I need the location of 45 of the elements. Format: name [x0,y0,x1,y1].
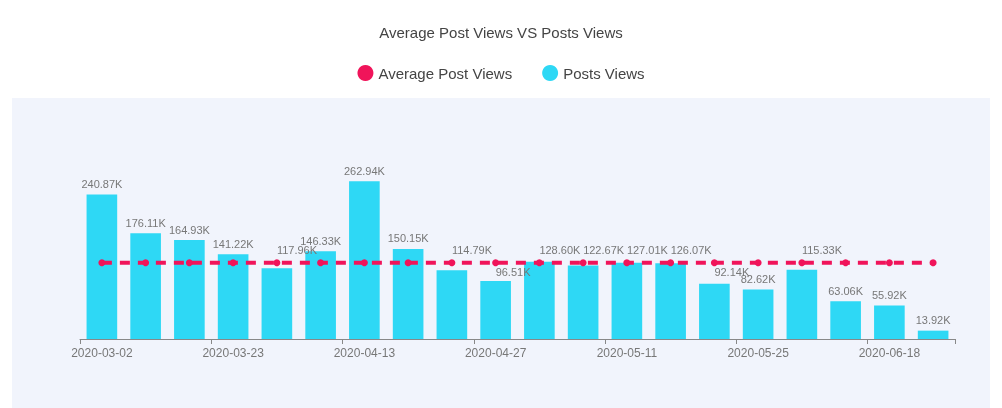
bar [480,281,511,339]
data-label: 63.06K [828,284,864,297]
bar [742,289,774,339]
x-tick-label: 2020-04-27 [464,346,527,360]
bar [917,330,949,339]
bar [392,248,424,339]
data-label: 127.01K [626,244,669,257]
data-label: 164.93K [168,223,211,236]
bar [567,265,599,339]
bar [655,263,686,339]
chart-title: Average Post Views VS Posts Views [379,24,623,41]
bar [611,262,643,339]
x-tick-label: 2020-04-13 [333,346,396,360]
bar [86,194,118,339]
x-tick-label: 2020-06-18 [858,346,921,360]
bar [261,268,293,339]
data-label: 55.92K [871,288,908,301]
bar [830,301,861,339]
data-label: 176.11K [125,216,167,229]
data-label: 122.67K [583,244,625,257]
data-label: 114.79K [451,244,493,257]
bar [174,240,205,339]
legend-label: Posts Views [563,64,645,82]
x-tick-label: 2020-05-25 [727,346,790,360]
data-label: 262.94K [343,164,386,177]
data-label: 13.92K [915,314,952,327]
bar [436,270,468,339]
x-tick-label: 2020-05-11 [596,346,658,360]
data-label: 126.07K [670,244,713,257]
legend-label: Average Post Views [378,64,513,82]
x-tick-label: 2020-03-02 [71,346,133,360]
data-label: 115.33K [801,244,843,257]
bar [786,269,818,339]
x-tick-label: 2020-03-23 [202,346,265,360]
bar [699,283,730,339]
bar [349,181,380,339]
data-label: 141.22K [212,237,255,250]
data-label: 128.60K [539,244,582,257]
bar [217,254,249,339]
data-label: 240.87K [81,177,124,190]
data-label: 146.33K [300,234,342,247]
data-label: 117.96K [276,244,318,257]
bar [874,305,905,339]
data-label: 150.15K [387,232,430,245]
bar [130,233,161,339]
